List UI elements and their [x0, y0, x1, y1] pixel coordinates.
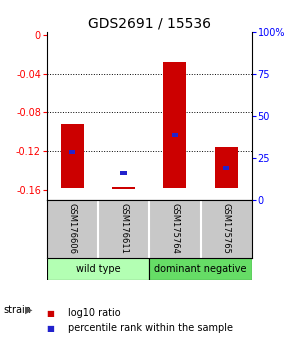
Bar — [172, 133, 178, 137]
Text: GSM176611: GSM176611 — [119, 203, 128, 254]
Text: percentile rank within the sample: percentile rank within the sample — [68, 323, 232, 333]
Bar — [149, 258, 252, 280]
Text: ▶: ▶ — [25, 305, 32, 315]
Bar — [223, 166, 230, 170]
Title: GDS2691 / 15536: GDS2691 / 15536 — [88, 17, 211, 31]
Text: ■: ■ — [46, 324, 54, 333]
Text: strain: strain — [3, 305, 31, 315]
Text: GSM175764: GSM175764 — [170, 203, 179, 254]
Bar — [112, 187, 135, 189]
Bar — [121, 171, 127, 175]
Bar — [61, 124, 84, 188]
Bar — [215, 147, 238, 188]
Text: wild type: wild type — [76, 264, 120, 274]
Bar — [164, 62, 187, 188]
Bar — [69, 150, 75, 154]
Bar — [46, 258, 149, 280]
Text: GSM175765: GSM175765 — [222, 203, 231, 254]
Text: ■: ■ — [46, 309, 54, 318]
Text: dominant negative: dominant negative — [154, 264, 247, 274]
Text: GSM176606: GSM176606 — [68, 203, 77, 254]
Text: log10 ratio: log10 ratio — [68, 308, 120, 318]
